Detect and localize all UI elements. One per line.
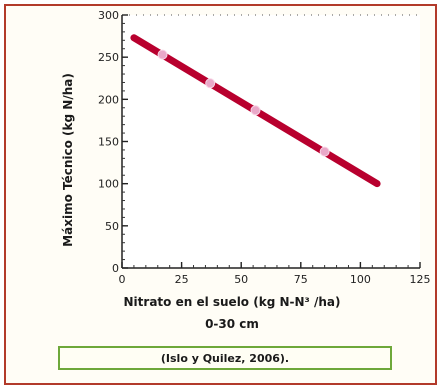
plot-area: 0 50 100 150 200 250 300 0 25 50 75 100 125 xyxy=(98,9,431,286)
data-point xyxy=(157,49,168,60)
x-tick-label: 125 xyxy=(410,273,431,286)
data-point xyxy=(319,146,330,157)
y-tick-label: 100 xyxy=(98,178,119,191)
y-tick-label: 0 xyxy=(112,262,119,275)
data-point xyxy=(205,78,216,89)
y-tick-label: 150 xyxy=(98,136,119,149)
y-axis-label: Máximo Técnico (kg N/ha) xyxy=(61,73,75,247)
x-tick-label: 0 xyxy=(119,273,126,286)
x-tick-label: 75 xyxy=(294,273,308,286)
y-tick-label: 300 xyxy=(98,9,119,22)
x-axis-label-line2: 0-30 cm xyxy=(205,317,259,331)
x-tick-label: 25 xyxy=(175,273,189,286)
source-caption: (Islo y Quilez, 2006). xyxy=(58,346,392,370)
y-tick-label: 200 xyxy=(98,93,119,106)
data-point xyxy=(250,105,261,116)
y-tick-label: 250 xyxy=(98,51,119,64)
y-tick-label: 50 xyxy=(105,220,119,233)
x-axis-label: Nitrato en el suelo (kg N-N³ /ha) xyxy=(124,295,341,309)
x-tick-label: 100 xyxy=(350,273,371,286)
x-tick-label: 50 xyxy=(234,273,248,286)
